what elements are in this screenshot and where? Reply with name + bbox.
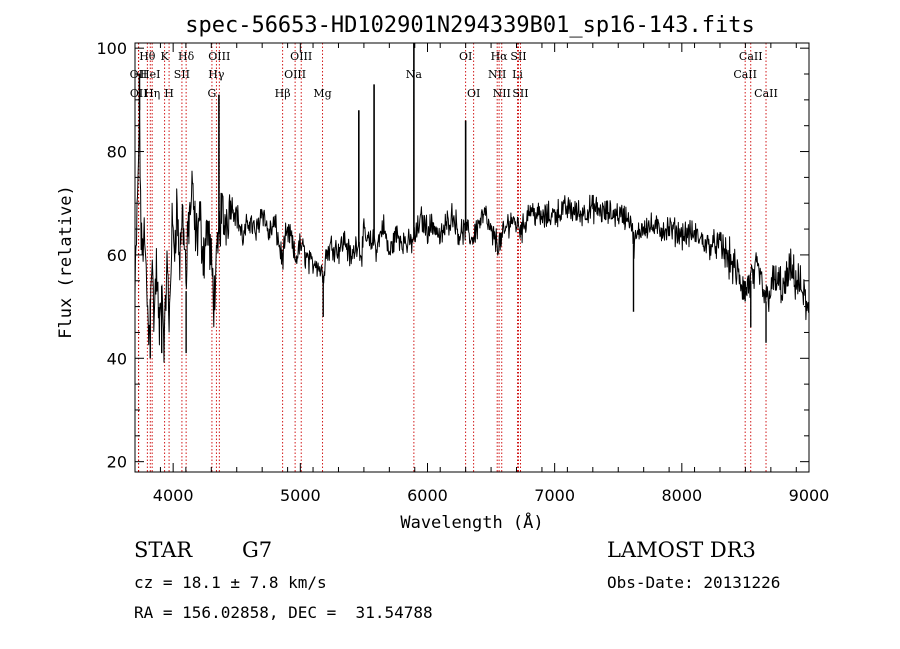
line-label: CaII xyxy=(733,68,757,81)
line-label: Mg xyxy=(313,87,331,100)
chart-title: spec-56653-HD102901N294339B01_sp16-143.f… xyxy=(185,13,755,38)
observation-date: Obs-Date: 20131226 xyxy=(607,573,781,592)
axis-ticks: 4000 5000 6000 7000 8000 9000 20 40 60 80 100 xyxy=(96,39,829,505)
y-tick-label: 80 xyxy=(107,143,127,162)
line-label: CaII xyxy=(739,50,763,63)
x-tick-label: 9000 xyxy=(789,486,830,505)
y-tick-label: 40 xyxy=(107,349,127,368)
line-label: K xyxy=(161,50,170,63)
line-label: CaII xyxy=(754,87,778,100)
spectrum-group xyxy=(134,43,810,363)
line-label: NII xyxy=(488,68,506,81)
line-label: Hθ xyxy=(139,50,156,63)
line-label: OI xyxy=(467,87,480,100)
survey-name: LAMOST DR3 xyxy=(607,538,756,562)
plot-frame xyxy=(134,42,810,473)
line-label: Li xyxy=(512,68,523,81)
line-label: OIII xyxy=(290,50,312,63)
object-class: STAR xyxy=(134,538,193,562)
x-tick-label: 7000 xyxy=(534,486,575,505)
x-tick-label: 8000 xyxy=(661,486,702,505)
y-tick-label: 20 xyxy=(107,453,127,472)
line-label: SII xyxy=(510,50,526,63)
object-subclass: G7 xyxy=(242,538,273,562)
line-label: Hη xyxy=(144,87,160,100)
line-label: Hδ xyxy=(178,50,195,63)
y-tick-label: 100 xyxy=(96,39,127,58)
line-label: HeI xyxy=(140,68,160,81)
x-axis-label: Wavelength (Å) xyxy=(400,511,543,533)
y-tick-label: 60 xyxy=(107,246,127,265)
line-label: SII xyxy=(512,87,528,100)
line-label: H xyxy=(164,87,174,100)
redshift-velocity: cz = 18.1 ± 7.8 km/s xyxy=(134,573,327,592)
y-axis-label: Flux (relative) xyxy=(56,185,76,339)
line-label: Hβ xyxy=(275,87,291,100)
x-tick-label: 6000 xyxy=(407,486,448,505)
sky-coordinates: RA = 156.02858, DEC = 31.54788 xyxy=(134,603,433,622)
line-labels: HθOIIOIIHeIHηKSIIHHδOIIIHγGHβOIIIOIIIMgN… xyxy=(130,50,778,100)
x-tick-label: 4000 xyxy=(153,486,194,505)
x-tick-label: 5000 xyxy=(280,486,321,505)
line-label: G xyxy=(208,87,217,100)
line-label: OIII xyxy=(208,50,230,63)
line-label: OIII xyxy=(284,68,306,81)
line-label: NII xyxy=(493,87,511,100)
line-label: OI xyxy=(459,50,472,63)
spectrum-line xyxy=(134,92,810,363)
line-label: Hγ xyxy=(208,68,225,81)
line-markers xyxy=(137,43,767,472)
line-label: Hα xyxy=(491,50,509,63)
line-label: SII xyxy=(174,68,190,81)
